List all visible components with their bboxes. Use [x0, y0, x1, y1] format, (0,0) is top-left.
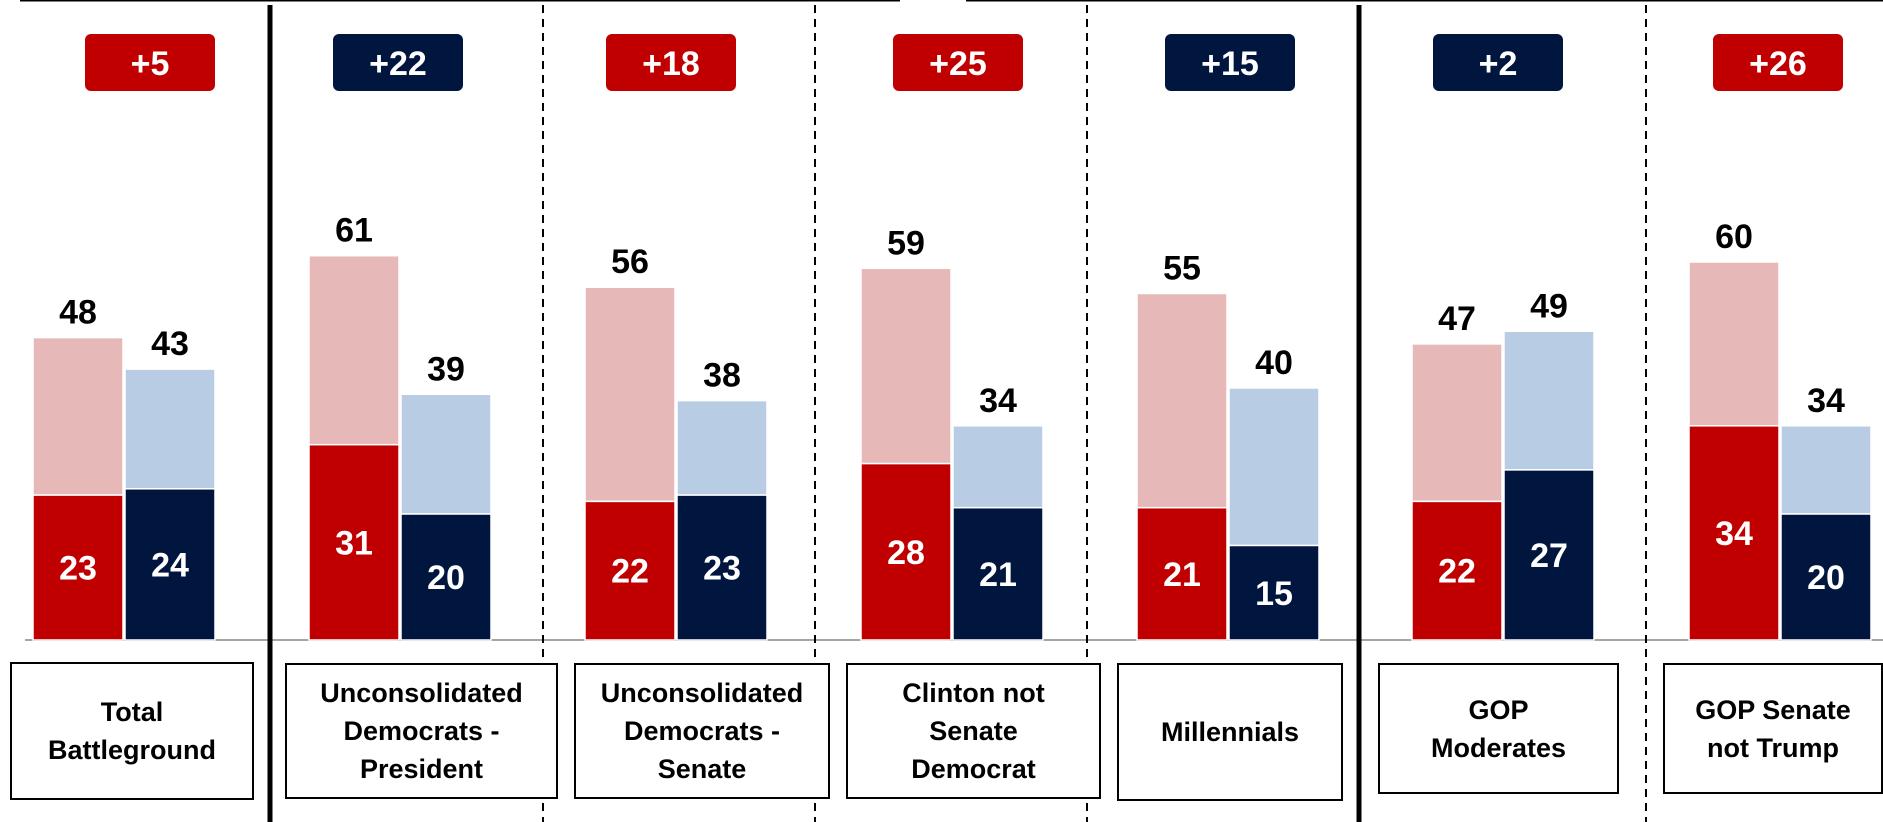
category-label: Clinton not Senate Democrat	[846, 663, 1101, 799]
gop-total-label: 61	[335, 212, 373, 250]
gop-strong-label: 21	[1163, 556, 1201, 594]
gop-strong-label: 34	[1715, 515, 1753, 553]
dem-total-bar	[676, 399, 768, 496]
dem-strong-label: 27	[1530, 537, 1568, 575]
dem-strong-bar	[676, 494, 768, 641]
dem-strong-bar	[124, 488, 216, 641]
margin-badge-label: +2	[1479, 45, 1518, 83]
category-label: Total Battleground	[10, 662, 254, 800]
gop-total-label: 56	[611, 243, 649, 281]
gop-strong-label: 23	[59, 550, 97, 588]
dem-total-label: 40	[1255, 344, 1293, 382]
gop-total-bar	[584, 286, 676, 503]
margin-badge	[333, 34, 463, 91]
dem-strong-bar	[400, 513, 492, 641]
dem-total-label: 49	[1530, 287, 1568, 325]
dem-total-bar	[124, 368, 216, 490]
gop-strong-bar	[1688, 425, 1780, 641]
gop-strong-bar	[308, 443, 400, 641]
gop-total-label: 47	[1438, 300, 1476, 338]
gop-strong-bar	[1411, 500, 1503, 641]
category-label: GOP Senate not Trump	[1663, 663, 1883, 794]
dem-strong-label: 15	[1255, 575, 1293, 613]
dem-strong-bar	[1503, 469, 1595, 641]
gop-strong-bar	[32, 494, 124, 641]
dem-total-label: 43	[151, 325, 189, 363]
category-label: Millennials	[1117, 663, 1343, 801]
gop-strong-label: 28	[887, 534, 925, 572]
gop-total-label: 48	[59, 294, 97, 332]
category-label: Unconsolidated Democrats - Senate	[574, 663, 830, 799]
margin-badge	[606, 34, 736, 91]
margin-badge-label: +26	[1749, 45, 1807, 83]
dem-strong-label: 21	[979, 556, 1017, 594]
gop-strong-label: 31	[335, 524, 373, 562]
gop-total-label: 59	[887, 224, 925, 262]
gop-strong-bar	[1136, 506, 1228, 641]
margin-badge-label: +18	[642, 45, 700, 83]
dem-strong-label: 24	[151, 546, 189, 584]
margin-badge	[85, 34, 215, 91]
dem-strong-label: 20	[1807, 559, 1845, 597]
category-label: Unconsolidated Democrats - President	[285, 663, 558, 799]
gop-total-label: 55	[1163, 250, 1201, 288]
margin-badge-label: +15	[1201, 45, 1259, 83]
gop-total-bar	[860, 267, 952, 465]
dem-total-label: 39	[427, 350, 465, 388]
dem-strong-label: 23	[703, 550, 741, 588]
dem-total-bar	[400, 393, 492, 515]
gop-strong-bar	[584, 500, 676, 641]
gop-strong-bar	[860, 462, 952, 641]
gop-total-label: 60	[1715, 218, 1753, 256]
dem-total-bar	[1228, 387, 1320, 547]
gop-total-bar	[1688, 261, 1780, 427]
gop-strong-label: 22	[1438, 553, 1476, 591]
margin-badge	[893, 34, 1023, 91]
margin-badge-label: +22	[369, 45, 427, 83]
dem-total-label: 34	[979, 382, 1017, 420]
margin-badge	[1713, 34, 1843, 91]
margin-badge-label: +5	[131, 45, 170, 83]
gop-total-bar	[308, 254, 400, 446]
dem-strong-bar	[1228, 544, 1320, 641]
dem-strong-label: 20	[427, 559, 465, 597]
dem-strong-bar	[952, 506, 1044, 641]
gop-total-bar	[1136, 292, 1228, 509]
margin-badge	[1165, 34, 1295, 91]
category-label: GOP Moderates	[1378, 663, 1619, 794]
dem-total-bar	[1503, 330, 1595, 471]
margin-badge	[1433, 34, 1563, 91]
gop-strong-label: 22	[611, 553, 649, 591]
gop-total-bar	[1411, 343, 1503, 503]
dem-total-label: 38	[703, 357, 741, 395]
gop-total-bar	[32, 336, 124, 496]
dem-strong-bar	[1780, 513, 1872, 641]
dem-total-bar	[952, 425, 1044, 509]
dem-total-bar	[1780, 425, 1872, 515]
dem-total-label: 34	[1807, 382, 1845, 420]
margin-badge-label: +25	[929, 45, 987, 83]
